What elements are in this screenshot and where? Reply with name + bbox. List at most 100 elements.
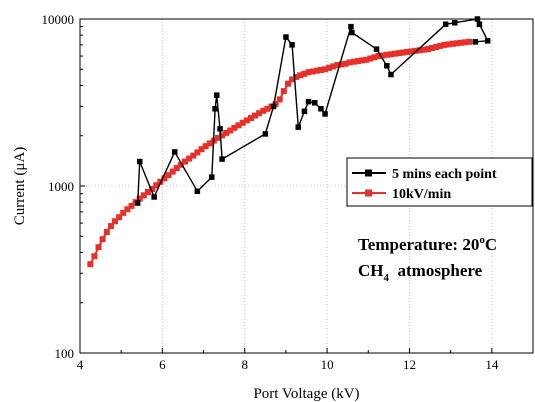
data-point [363,56,370,63]
data-point [309,68,316,75]
data-point [112,218,118,225]
y-tick-label: 100 [55,346,75,361]
data-point [472,39,479,45]
data-point [301,70,308,77]
data-point [177,161,184,168]
data-point [375,53,382,59]
data-point [256,110,263,117]
series-layer [87,16,491,268]
x-tick-label: 8 [241,357,248,372]
data-point [151,194,157,200]
data-point [359,57,366,64]
data-point [437,42,444,49]
data-point [408,48,415,55]
data-point [209,174,215,180]
y-tick-label: 10000 [42,12,75,27]
series-1 [87,38,473,268]
data-point [134,200,141,206]
data-point [392,50,398,57]
data-point [87,261,94,268]
data-point [103,229,110,235]
data-point [433,44,440,50]
legend: 5 mins each point 10kV/min [346,157,533,207]
data-point [349,29,355,36]
temperature-degree: o [479,234,485,246]
data-point [387,51,394,58]
data-point [355,58,361,65]
data-point [313,67,320,74]
axis-ticks: 4 6 8 10 12 14 100 1000 10000 [42,12,499,372]
data-point [373,46,380,52]
data-point [317,67,324,73]
x-tick-label: 10 [321,357,334,372]
data-point [227,127,234,134]
data-point [416,47,423,54]
data-point [297,72,304,79]
data-point [153,182,160,189]
data-point [484,38,491,44]
series-0 [134,16,491,206]
data-point [453,40,460,47]
data-point [116,214,123,221]
data-point [429,45,436,51]
data-point [190,152,197,159]
data-point [182,158,188,165]
data-point [99,236,106,243]
data-point [107,223,114,230]
data-point [198,146,205,153]
data-point [441,41,448,48]
data-point [206,140,213,147]
data-point [442,21,449,27]
annotation-atmosphere: CH4 atmosphere [358,261,483,284]
data-point [338,61,345,68]
data-point [223,129,230,136]
legend-label-10kv: 10kV/min [392,187,451,202]
data-point [326,64,333,71]
data-point [318,106,324,112]
data-point [449,40,456,47]
data-point [285,80,291,87]
data-point [476,21,483,27]
data-point [330,63,337,70]
data-point [91,253,98,260]
data-point [371,54,378,61]
data-point [235,122,242,129]
data-point [334,62,341,68]
data-point [342,60,349,67]
data-point [140,192,147,199]
data-point [219,156,225,162]
data-point [293,73,300,80]
data-point [169,168,176,175]
y-axis-label: Current (μA) [12,147,28,225]
data-point [252,112,258,119]
data-point [124,206,131,213]
data-point [260,107,267,114]
data-point [145,189,151,195]
data-point [289,76,296,83]
data-point [289,42,295,48]
data-point [194,149,201,156]
data-point [194,188,201,194]
x-tick-label: 12 [403,357,416,372]
data-point [276,96,283,103]
data-point [379,52,386,59]
data-point [95,244,102,251]
data-point [120,209,127,216]
data-point [322,111,328,117]
data-point [247,115,254,122]
data-point [212,106,218,112]
data-point [383,51,390,58]
data-point [239,119,246,126]
x-tick-label: 14 [485,357,499,372]
data-point [280,88,287,95]
data-point [161,175,168,182]
data-point [270,103,277,110]
atmosphere-subscript: 4 [384,272,390,284]
data-point [243,117,250,124]
data-point [396,50,403,57]
legend-label-5-mins: 5 mins each point [392,167,497,182]
data-point [301,108,308,115]
data-point [202,143,209,150]
data-point [231,124,238,131]
